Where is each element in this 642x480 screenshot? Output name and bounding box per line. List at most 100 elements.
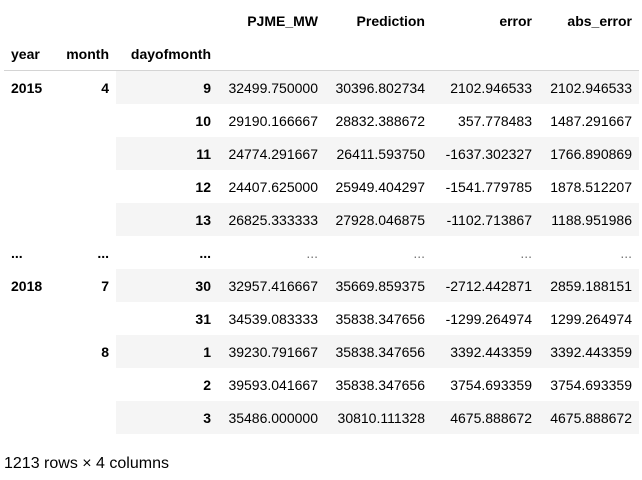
index-year-cell: ... bbox=[11, 244, 23, 261]
index-year-cell: 2015 bbox=[11, 79, 43, 96]
cell-prediction: 35838.347656 bbox=[325, 335, 432, 368]
table-row: 3 35486.000000 30810.111328 4675.888672 4675… bbox=[4, 401, 639, 434]
index-month-cell: 4 bbox=[101, 79, 109, 96]
index-month-cell: 8 bbox=[101, 343, 109, 360]
index-day-cell: ... bbox=[199, 244, 211, 261]
index-day-cell: 13 bbox=[116, 203, 218, 236]
cell-abs-error: 1878.512207 bbox=[550, 178, 632, 195]
table-row: 31 34539.083333 35838.347656 -1299.264974 12… bbox=[4, 302, 639, 335]
table-row: 2015 4 9 32499.750000 30396.802734 2102.94653… bbox=[4, 70, 639, 104]
cell-error: ... bbox=[520, 244, 532, 261]
cell-prediction: 25949.404297 bbox=[335, 178, 425, 195]
ellipsis-row: ..................... bbox=[4, 236, 639, 269]
cell-pjme-mw: 26825.333333 bbox=[218, 203, 325, 236]
cell-pjme-mw: 39230.791667 bbox=[218, 335, 325, 368]
index-month-cell bbox=[58, 104, 116, 137]
cell-pjme-mw: 39593.041667 bbox=[228, 376, 318, 393]
index-day-cell: 2 bbox=[203, 376, 211, 393]
cell-prediction: 35669.859375 bbox=[325, 269, 432, 302]
cell-abs-error: 1766.890869 bbox=[539, 137, 639, 170]
index-year-cell bbox=[4, 203, 58, 236]
index-month-cell bbox=[58, 401, 116, 434]
index-month-cell bbox=[58, 170, 116, 203]
cell-abs-error: 1299.264974 bbox=[550, 310, 632, 327]
cell-error: 2102.946533 bbox=[432, 70, 539, 104]
index-day-cell: 31 bbox=[195, 310, 211, 327]
cell-abs-error: 1487.291667 bbox=[550, 112, 632, 129]
index-year-cell: 2018 bbox=[11, 277, 43, 294]
cell-error: 357.778483 bbox=[458, 112, 532, 129]
cell-error: -1541.779785 bbox=[445, 178, 532, 195]
cell-prediction: 35838.347656 bbox=[335, 376, 425, 393]
index-name-dayofmonth: dayofmonth bbox=[116, 37, 218, 71]
cell-prediction: 26411.593750 bbox=[325, 137, 432, 170]
cell-pjme-mw: 24774.291667 bbox=[218, 137, 325, 170]
cell-prediction: 30396.802734 bbox=[325, 70, 432, 104]
cell-error: -1637.302327 bbox=[432, 137, 539, 170]
cell-pjme-mw: 24407.625000 bbox=[228, 178, 318, 195]
cell-error: -2712.442871 bbox=[432, 269, 539, 302]
table-row: 11 24774.291667 26411.593750 -1637.302327 17… bbox=[4, 137, 639, 170]
cell-prediction: 28832.388672 bbox=[335, 112, 425, 129]
index-names-row: year month dayofmonth bbox=[4, 37, 639, 71]
cell-error: -1299.264974 bbox=[445, 310, 532, 327]
cell-pjme-mw: 32957.416667 bbox=[218, 269, 325, 302]
column-header-row: PJME_MW Prediction error abs_error bbox=[4, 4, 639, 37]
index-name-year: year bbox=[4, 37, 58, 71]
index-month-cell bbox=[58, 368, 116, 401]
column-header-error: error bbox=[499, 12, 532, 29]
column-header-prediction: Prediction bbox=[356, 12, 425, 29]
index-name-month: month bbox=[58, 37, 116, 71]
index-day-cell: 1 bbox=[116, 335, 218, 368]
cell-abs-error: 3754.693359 bbox=[550, 376, 632, 393]
column-header-pjme-mw: PJME_MW bbox=[247, 12, 318, 29]
index-month-cell bbox=[58, 203, 116, 236]
table-row: 12 24407.625000 25949.404297 -1541.779785 18… bbox=[4, 170, 639, 203]
cell-pjme-mw: 34539.083333 bbox=[228, 310, 318, 327]
index-day-cell: 12 bbox=[195, 178, 211, 195]
index-day-cell: 11 bbox=[116, 137, 218, 170]
index-month-cell bbox=[58, 302, 116, 335]
table-row: 8 1 39230.791667 35838.347656 3392.443359 339… bbox=[4, 335, 639, 368]
cell-pjme-mw: ... bbox=[306, 244, 318, 261]
index-year-cell bbox=[4, 137, 58, 170]
table-row: 10 29190.166667 28832.388672 357.778483 1487… bbox=[4, 104, 639, 137]
cell-error: 3754.693359 bbox=[450, 376, 532, 393]
row-count-summary: 1213 rows × 4 columns bbox=[4, 455, 169, 472]
table-row: 13 26825.333333 27928.046875 -1102.713867 11… bbox=[4, 203, 639, 236]
index-day-cell: 10 bbox=[195, 112, 211, 129]
index-year-cell bbox=[4, 104, 58, 137]
cell-abs-error: 2859.188151 bbox=[539, 269, 639, 302]
cell-pjme-mw: 35486.000000 bbox=[218, 401, 325, 434]
table-body: 2015 4 9 32499.750000 30396.802734 2102.94653… bbox=[4, 70, 639, 434]
cell-error: -1102.713867 bbox=[432, 203, 539, 236]
index-month-cell bbox=[58, 137, 116, 170]
cell-abs-error: 4675.888672 bbox=[539, 401, 639, 434]
cell-prediction: ... bbox=[413, 244, 425, 261]
index-day-cell: 9 bbox=[116, 70, 218, 104]
cell-error: 3392.443359 bbox=[432, 335, 539, 368]
cell-pjme-mw: 32499.750000 bbox=[218, 70, 325, 104]
index-year-cell bbox=[4, 302, 58, 335]
index-year-cell bbox=[4, 335, 58, 368]
cell-prediction: 27928.046875 bbox=[325, 203, 432, 236]
index-month-cell: ... bbox=[97, 244, 109, 261]
cell-abs-error: 2102.946533 bbox=[539, 70, 639, 104]
index-day-cell: 3 bbox=[116, 401, 218, 434]
index-year-cell bbox=[4, 170, 58, 203]
cell-prediction: 35838.347656 bbox=[335, 310, 425, 327]
cell-abs-error: ... bbox=[620, 244, 632, 261]
cell-abs-error: 1188.951986 bbox=[539, 203, 639, 236]
column-header-abs-error: abs_error bbox=[567, 12, 632, 29]
cell-prediction: 30810.111328 bbox=[325, 401, 432, 434]
index-year-cell bbox=[4, 368, 58, 401]
index-month-cell: 7 bbox=[101, 277, 109, 294]
index-year-cell bbox=[4, 401, 58, 434]
dataframe-table: PJME_MW Prediction error abs_error year … bbox=[4, 4, 639, 434]
index-day-cell: 30 bbox=[116, 269, 218, 302]
table-row: 2 39593.041667 35838.347656 3754.693359 3754… bbox=[4, 368, 639, 401]
cell-pjme-mw: 29190.166667 bbox=[228, 112, 318, 129]
cell-abs-error: 3392.443359 bbox=[539, 335, 639, 368]
table-row: 2018 7 30 32957.416667 35669.859375 -2712.442… bbox=[4, 269, 639, 302]
